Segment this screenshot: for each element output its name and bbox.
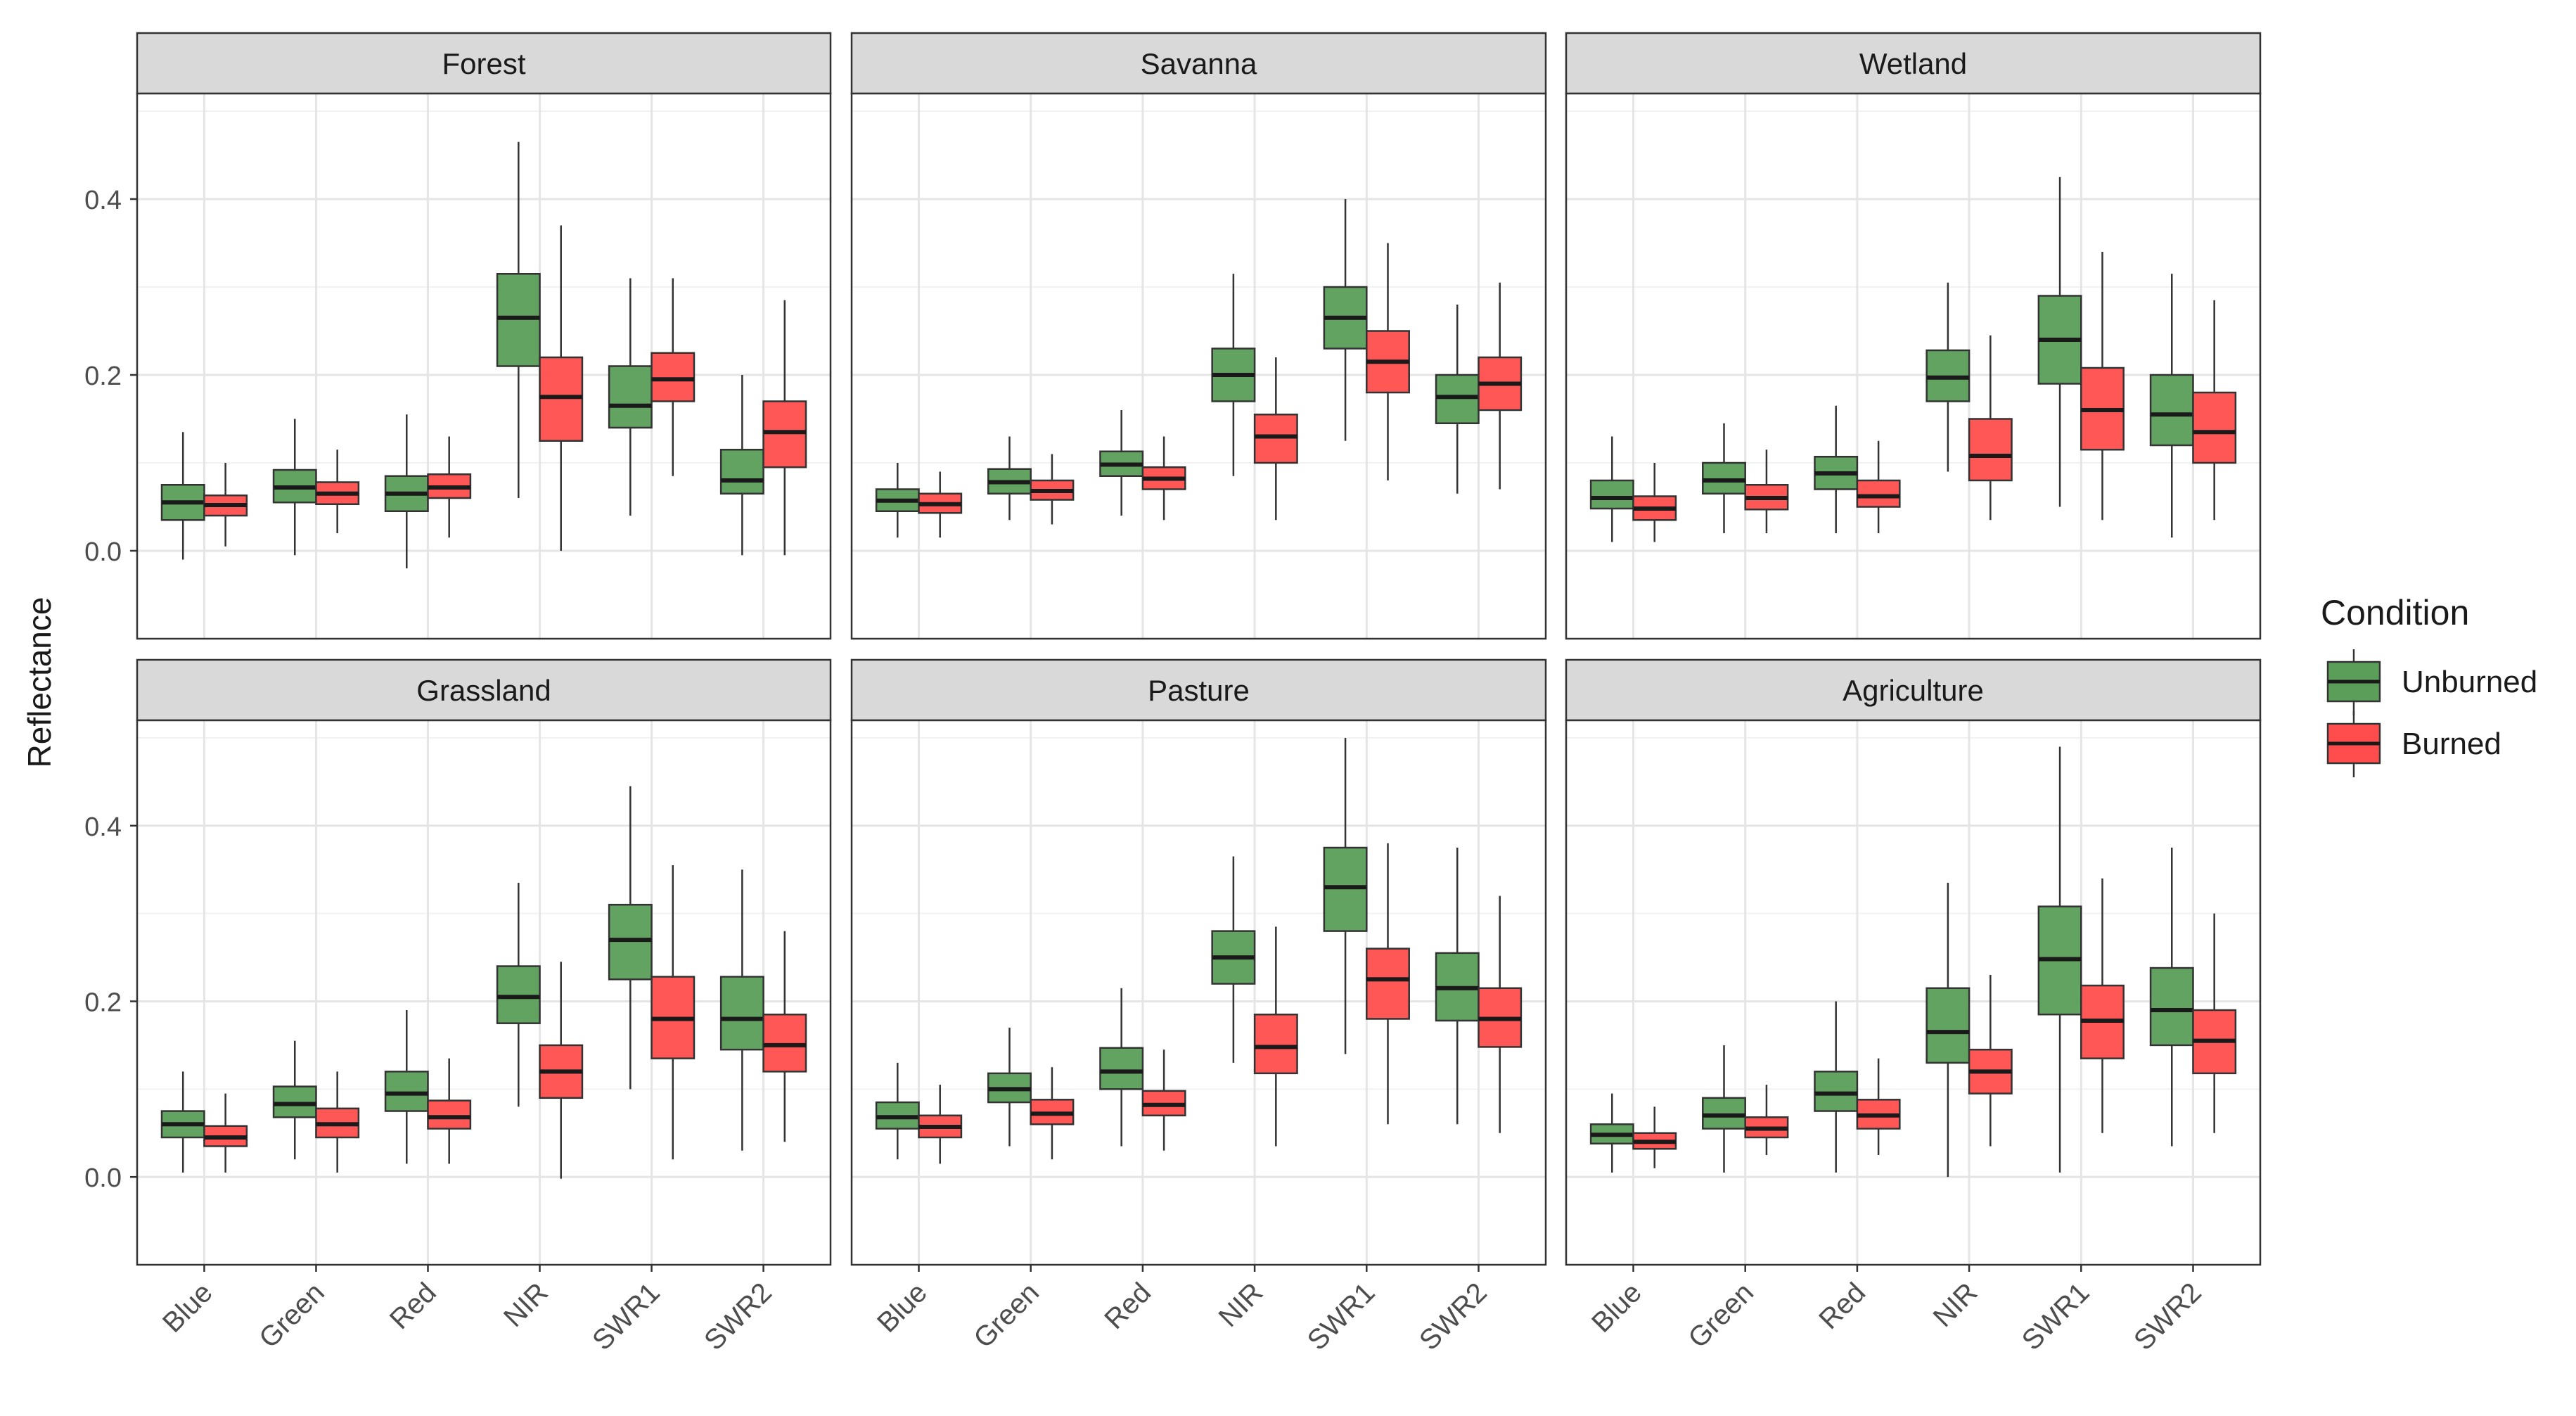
box-burned [1856, 479, 1901, 508]
box-burned [1366, 948, 1410, 1020]
y-tick-label: 0.4 [84, 186, 122, 215]
y-tick-label: 0.4 [84, 812, 122, 842]
box-unburned [496, 965, 541, 1024]
box-unburned [1589, 479, 1634, 510]
x-tick-label: Blue [871, 1277, 933, 1339]
x-tick-label: NIR [1213, 1277, 1269, 1333]
x-tick-label: Red [384, 1277, 442, 1335]
facet-strip [850, 32, 1547, 95]
y-axis-title: Reflectance [21, 597, 58, 768]
facet-strip [136, 32, 832, 95]
box-unburned [2149, 374, 2194, 447]
box-burned [651, 352, 696, 402]
facet-title: Forest [442, 47, 525, 80]
panel-background [137, 94, 831, 639]
box-unburned [608, 365, 653, 429]
x-tick-label: NIR [1928, 1277, 1984, 1333]
box-burned [1253, 414, 1298, 464]
facet-strip [136, 658, 832, 722]
panel-border [850, 92, 1547, 640]
box-unburned [1702, 461, 1746, 495]
panel-border [850, 719, 1547, 1266]
x-tick-label: SWR1 [1302, 1277, 1381, 1356]
panel-background [1566, 94, 2260, 639]
panel-border [1565, 92, 2262, 640]
box-unburned [608, 903, 653, 981]
x-tick-label: SWR1 [2016, 1277, 2096, 1356]
facet-title: Pasture [1148, 674, 1250, 707]
panel-background [852, 94, 1546, 639]
panel-border [1565, 719, 2262, 1266]
x-tick-label: Green [253, 1277, 331, 1354]
x-tick-label: Red [1813, 1277, 1871, 1335]
box-burned [762, 400, 807, 468]
x-tick-label: SWR2 [1414, 1277, 1493, 1356]
box-unburned [1323, 846, 1368, 932]
y-tick-label: 0.0 [84, 1163, 122, 1193]
panel-background [1566, 720, 2260, 1265]
box-unburned [719, 449, 764, 495]
legend-title: Condition [2321, 593, 2469, 632]
x-tick-label: SWR2 [2128, 1277, 2207, 1356]
legend-label: Burned [2402, 727, 2501, 761]
box-burned [427, 1099, 472, 1130]
x-tick-label: SWR2 [698, 1277, 778, 1356]
box-unburned [1702, 1097, 1746, 1130]
box-unburned [1925, 987, 1971, 1064]
box-burned [1968, 418, 2013, 482]
x-tick-label: Blue [157, 1277, 219, 1339]
box-unburned [384, 1071, 429, 1112]
facet-title: Savanna [1141, 47, 1257, 80]
x-tick-label: Green [968, 1277, 1045, 1354]
box-burned [1253, 1013, 1298, 1075]
panel-background [852, 720, 1546, 1265]
y-tick-label: 0.2 [84, 988, 122, 1017]
box-burned [2192, 391, 2237, 464]
x-tick-label: Blue [1586, 1277, 1648, 1339]
box-unburned [2149, 967, 2194, 1047]
x-tick-label: Green [1682, 1277, 1760, 1354]
facet-title: Wetland [1859, 47, 1967, 80]
y-tick-label: 0.2 [84, 362, 122, 391]
legend-label: Unburned [2402, 665, 2537, 699]
facet-title: Agriculture [1843, 674, 1984, 707]
box-unburned [719, 976, 764, 1051]
box-unburned [496, 273, 541, 367]
box-unburned [1814, 1071, 1859, 1112]
x-tick-label: NIR [498, 1277, 554, 1333]
box-burned [539, 356, 584, 442]
box-unburned [1435, 374, 1480, 424]
panel-background [137, 720, 831, 1265]
panel-border [136, 719, 832, 1266]
box-unburned [272, 1085, 317, 1118]
panel-border [136, 92, 832, 640]
facet-title: Grassland [416, 674, 551, 707]
y-tick-label: 0.0 [84, 537, 122, 567]
box-burned [762, 1013, 807, 1073]
x-tick-label: Red [1098, 1277, 1157, 1335]
x-tick-label: SWR1 [587, 1277, 666, 1356]
box-unburned [1099, 1047, 1144, 1090]
